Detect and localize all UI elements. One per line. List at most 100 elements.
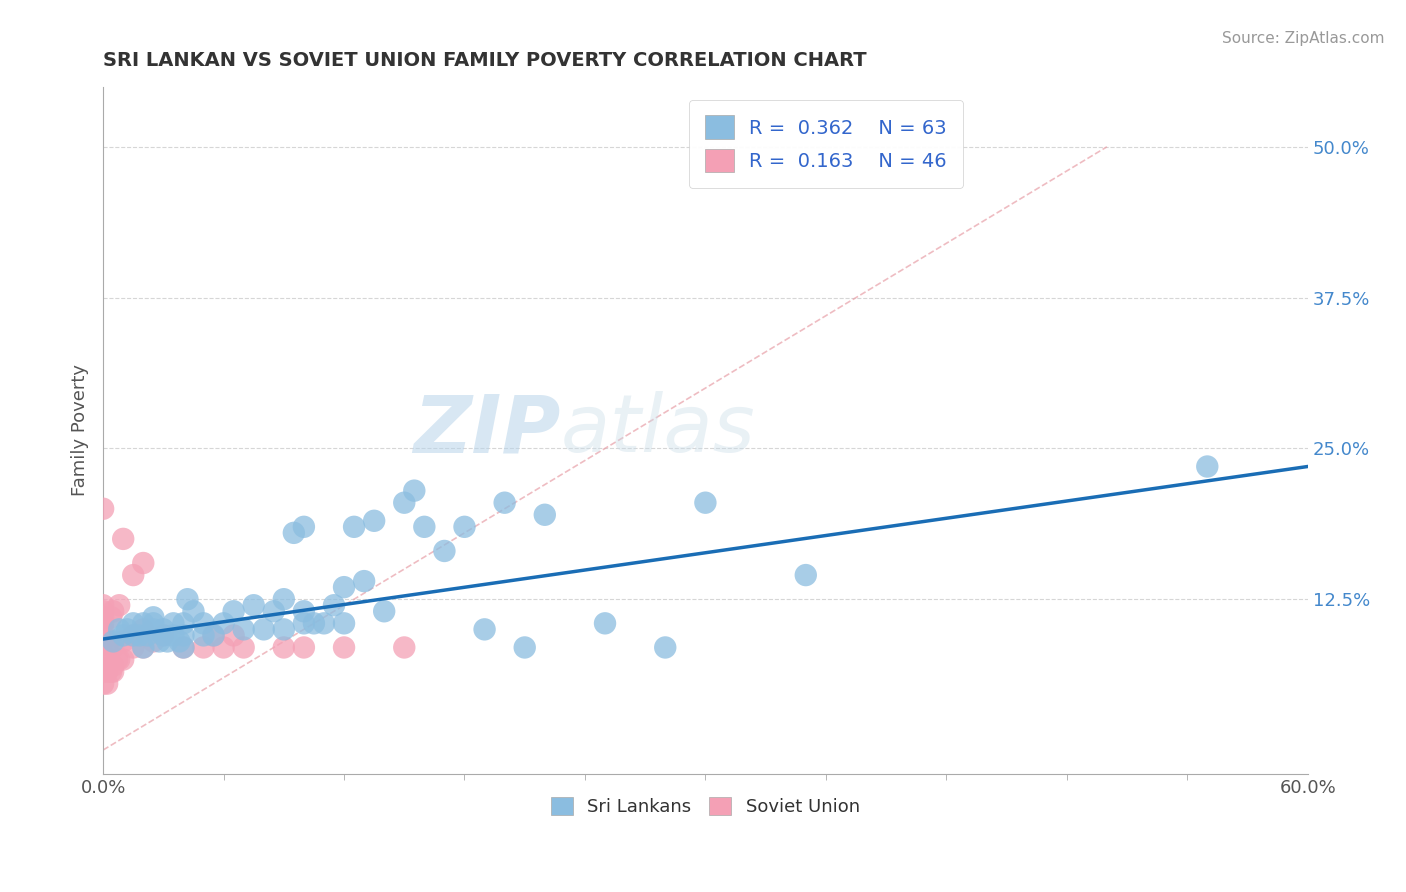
Point: [273, 640, 295, 655]
Point: [172, 616, 194, 631]
Point: [172, 640, 194, 655]
Point: [91, 634, 114, 648]
Point: [91, 647, 114, 661]
Point: [101, 658, 124, 673]
Point: [193, 616, 215, 631]
Point: [654, 640, 676, 655]
Point: [169, 634, 191, 648]
Point: [302, 616, 325, 631]
Point: [122, 628, 145, 642]
Point: [91, 665, 114, 679]
Point: [333, 580, 356, 594]
Point: [142, 623, 165, 637]
Point: [112, 634, 135, 648]
Point: [453, 520, 475, 534]
Point: [273, 623, 295, 637]
Y-axis label: Family Poverty: Family Poverty: [72, 364, 89, 496]
Point: [253, 623, 276, 637]
Point: [404, 483, 426, 498]
Point: [122, 640, 145, 655]
Point: [222, 604, 245, 618]
Point: [513, 640, 536, 655]
Point: [212, 616, 235, 631]
Point: [105, 652, 128, 666]
Point: [96, 676, 118, 690]
Point: [101, 604, 124, 618]
Point: [132, 616, 155, 631]
Point: [333, 640, 356, 655]
Point: [128, 628, 150, 642]
Point: [152, 623, 174, 637]
Point: [112, 628, 135, 642]
Point: [101, 634, 124, 648]
Point: [232, 623, 254, 637]
Point: [108, 599, 131, 613]
Text: SRI LANKAN VS SOVIET UNION FAMILY POVERTY CORRELATION CHART: SRI LANKAN VS SOVIET UNION FAMILY POVERT…: [103, 51, 866, 70]
Point: [353, 574, 375, 588]
Point: [183, 604, 205, 618]
Point: [232, 640, 254, 655]
Point: [162, 616, 184, 631]
Point: [91, 616, 114, 631]
Point: [273, 592, 295, 607]
Point: [108, 652, 131, 666]
Point: [112, 532, 135, 546]
Point: [172, 640, 194, 655]
Point: [373, 604, 395, 618]
Point: [363, 514, 385, 528]
Text: atlas: atlas: [561, 392, 755, 469]
Point: [394, 640, 416, 655]
Point: [695, 496, 717, 510]
Point: [132, 623, 155, 637]
Point: [100, 665, 122, 679]
Point: [193, 640, 215, 655]
Point: [312, 616, 335, 631]
Point: [222, 628, 245, 642]
Point: [122, 568, 145, 582]
Point: [474, 623, 496, 637]
Point: [91, 599, 114, 613]
Point: [433, 544, 456, 558]
Point: [136, 628, 159, 642]
Legend: Sri Lankans, Soviet Union: Sri Lankans, Soviet Union: [544, 789, 868, 823]
Point: [91, 628, 114, 642]
Point: [263, 604, 285, 618]
Point: [212, 640, 235, 655]
Point: [98, 652, 121, 666]
Point: [91, 501, 114, 516]
Point: [132, 640, 155, 655]
Point: [142, 610, 165, 624]
Text: Source: ZipAtlas.com: Source: ZipAtlas.com: [1222, 31, 1385, 46]
Point: [323, 599, 346, 613]
Point: [100, 610, 122, 624]
Point: [343, 520, 366, 534]
Point: [142, 634, 165, 648]
Point: [593, 616, 616, 631]
Point: [156, 634, 179, 648]
Point: [122, 628, 145, 642]
Point: [292, 604, 315, 618]
Point: [283, 525, 305, 540]
Point: [152, 628, 174, 642]
Point: [242, 599, 264, 613]
Point: [98, 634, 121, 648]
Point: [292, 640, 315, 655]
Point: [176, 592, 198, 607]
Point: [115, 623, 138, 637]
Point: [91, 676, 114, 690]
Point: [101, 640, 124, 655]
Point: [413, 520, 436, 534]
Point: [112, 652, 135, 666]
Point: [394, 496, 416, 510]
Point: [333, 616, 356, 631]
Point: [202, 628, 225, 642]
Point: [108, 623, 131, 637]
Point: [162, 628, 184, 642]
Point: [122, 616, 145, 631]
Text: ZIP: ZIP: [413, 392, 561, 469]
Point: [101, 665, 124, 679]
Point: [91, 610, 114, 624]
Point: [91, 604, 114, 618]
Point: [1197, 459, 1219, 474]
Point: [148, 634, 170, 648]
